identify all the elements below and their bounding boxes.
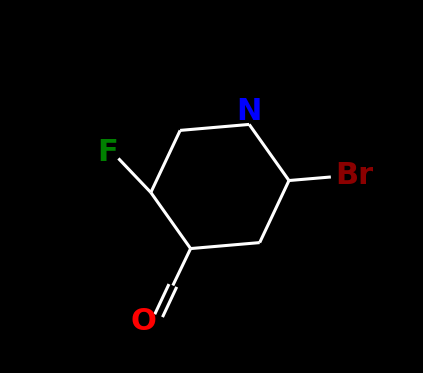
Text: F: F <box>98 138 118 167</box>
Text: Br: Br <box>335 161 373 189</box>
Text: O: O <box>131 307 157 336</box>
Text: N: N <box>236 97 262 126</box>
